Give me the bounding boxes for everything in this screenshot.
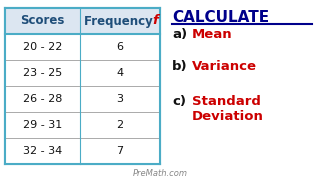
Text: 32 - 34: 32 - 34 (23, 146, 62, 156)
Text: 7: 7 (116, 146, 124, 156)
Text: a): a) (172, 28, 187, 41)
Bar (5, 8, 160, 164)
Text: CALCULATE: CALCULATE (172, 10, 269, 25)
Text: 26 - 28: 26 - 28 (23, 94, 62, 104)
Text: Scores: Scores (20, 15, 65, 28)
Bar (5, 138, 160, 164)
Text: Variance: Variance (192, 60, 257, 73)
Text: 20 - 22: 20 - 22 (23, 42, 62, 52)
Bar (5, 112, 160, 138)
Text: 3: 3 (116, 94, 124, 104)
Text: b): b) (172, 60, 188, 73)
Bar (5, 86, 160, 112)
Bar (5, 8, 160, 34)
Text: Frequency: Frequency (84, 15, 157, 28)
Text: 2: 2 (116, 120, 124, 130)
Text: Mean: Mean (192, 28, 233, 41)
Bar (5, 34, 160, 60)
Text: 23 - 25: 23 - 25 (23, 68, 62, 78)
Bar (5, 60, 160, 86)
Text: f: f (152, 15, 158, 28)
Text: c): c) (172, 95, 186, 108)
Text: 29 - 31: 29 - 31 (23, 120, 62, 130)
Text: 4: 4 (116, 68, 124, 78)
Text: Standard
Deviation: Standard Deviation (192, 95, 264, 123)
Text: 6: 6 (116, 42, 124, 52)
Text: PreMath.com: PreMath.com (132, 168, 188, 177)
